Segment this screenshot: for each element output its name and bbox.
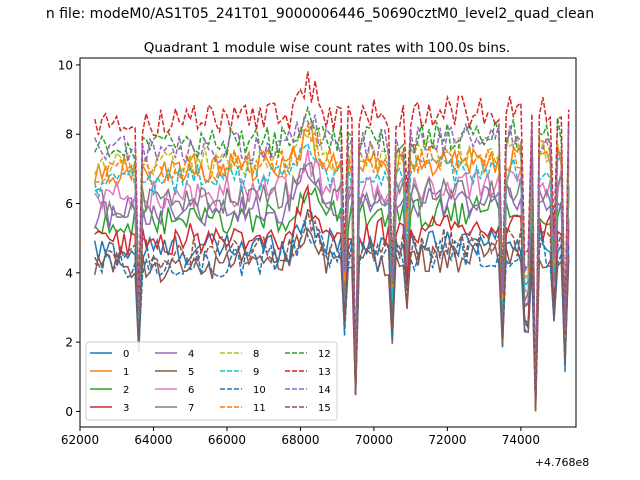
legend-label: 7 [188,403,194,414]
x-tick-label: 70000 [355,433,393,447]
legend-label: 0 [123,349,129,360]
legend-box [85,341,338,421]
x-tick-label: 64000 [134,433,172,447]
x-tick-label: 66000 [208,433,246,447]
x-offset-label: +4.768e8 [535,456,589,469]
series-line-2 [94,186,570,405]
legend-label: 6 [188,385,194,396]
legend-label: 2 [123,385,129,396]
legend-label: 8 [253,349,259,360]
series-lines [93,71,570,412]
series-line-5 [93,226,570,412]
y-tick-label: 6 [65,197,73,211]
series-line-9 [93,142,570,409]
series-line-6 [94,149,570,412]
legend-label: 1 [123,367,129,378]
series-line-13 [93,71,570,408]
chart-suptitle: n file: modeM0/AS1T05_241T01_9000006446_… [46,6,594,22]
series-line-11 [94,122,570,404]
legend-label: 12 [318,349,331,360]
legend-label: 4 [188,349,194,360]
series-line-14 [94,114,570,402]
y-tick-label: 2 [65,336,73,350]
y-tick-label: 4 [65,266,73,280]
chart-title: Quadrant 1 module wise count rates with … [144,40,510,56]
series-line-8 [94,119,570,410]
legend-label: 11 [253,403,266,414]
y-tick-label: 0 [65,405,73,419]
series-line-3 [94,183,570,405]
x-tick-label: 74000 [502,433,540,447]
legend-label: 13 [318,367,331,378]
legend-label: 3 [123,403,129,414]
x-tick-label: 68000 [281,433,319,447]
y-tick-label: 10 [58,58,73,72]
series-line-4 [93,162,570,410]
y-tick-label: 8 [65,128,73,142]
series-line-10 [94,220,570,408]
series-line-12 [94,105,570,410]
x-tick-label: 72000 [428,433,466,447]
axes-frame [79,57,577,428]
legend-label: 5 [188,367,194,378]
legend-label: 9 [253,367,259,378]
x-axis: 62000 64000 66000 68000 70000 72000 74000 [61,427,540,447]
y-axis: 0 2 4 6 8 10 [58,58,80,419]
legend-label: 14 [318,385,331,396]
series-line-7 [94,161,570,407]
legend-label: 15 [318,403,331,414]
legend-label: 10 [253,385,266,396]
series-line-15 [94,209,570,412]
x-tick-label: 62000 [61,433,99,447]
